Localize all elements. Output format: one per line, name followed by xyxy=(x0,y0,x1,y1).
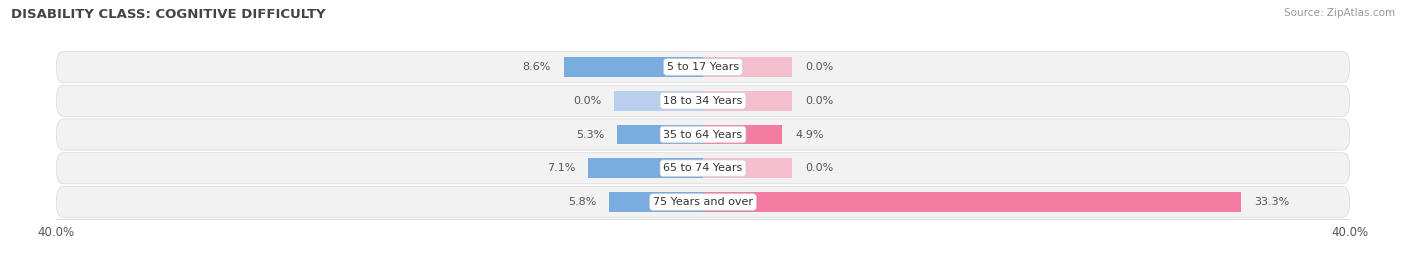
Bar xyxy=(703,192,1241,212)
FancyBboxPatch shape xyxy=(56,186,1350,218)
Text: 7.1%: 7.1% xyxy=(547,163,575,173)
Text: 5.3%: 5.3% xyxy=(576,129,605,140)
Bar xyxy=(609,192,703,212)
Bar xyxy=(614,91,703,111)
FancyBboxPatch shape xyxy=(56,51,1350,83)
Text: DISABILITY CLASS: COGNITIVE DIFFICULTY: DISABILITY CLASS: COGNITIVE DIFFICULTY xyxy=(11,8,326,21)
Text: 8.6%: 8.6% xyxy=(523,62,551,72)
Text: Source: ZipAtlas.com: Source: ZipAtlas.com xyxy=(1284,8,1395,18)
Text: 33.3%: 33.3% xyxy=(1254,197,1289,207)
Bar xyxy=(703,158,792,178)
Bar xyxy=(588,158,703,178)
Text: 0.0%: 0.0% xyxy=(572,96,602,106)
Bar xyxy=(703,57,792,77)
Bar xyxy=(617,125,703,144)
Text: 4.9%: 4.9% xyxy=(796,129,824,140)
Text: 5 to 17 Years: 5 to 17 Years xyxy=(666,62,740,72)
Text: 0.0%: 0.0% xyxy=(804,96,834,106)
FancyBboxPatch shape xyxy=(56,85,1350,116)
Text: 0.0%: 0.0% xyxy=(804,163,834,173)
FancyBboxPatch shape xyxy=(56,119,1350,150)
Bar xyxy=(564,57,703,77)
Text: 5.8%: 5.8% xyxy=(568,197,596,207)
Text: 0.0%: 0.0% xyxy=(804,62,834,72)
Text: 65 to 74 Years: 65 to 74 Years xyxy=(664,163,742,173)
FancyBboxPatch shape xyxy=(56,153,1350,184)
Text: 75 Years and over: 75 Years and over xyxy=(652,197,754,207)
Text: 35 to 64 Years: 35 to 64 Years xyxy=(664,129,742,140)
Bar xyxy=(703,125,782,144)
Text: 18 to 34 Years: 18 to 34 Years xyxy=(664,96,742,106)
Bar xyxy=(703,91,792,111)
